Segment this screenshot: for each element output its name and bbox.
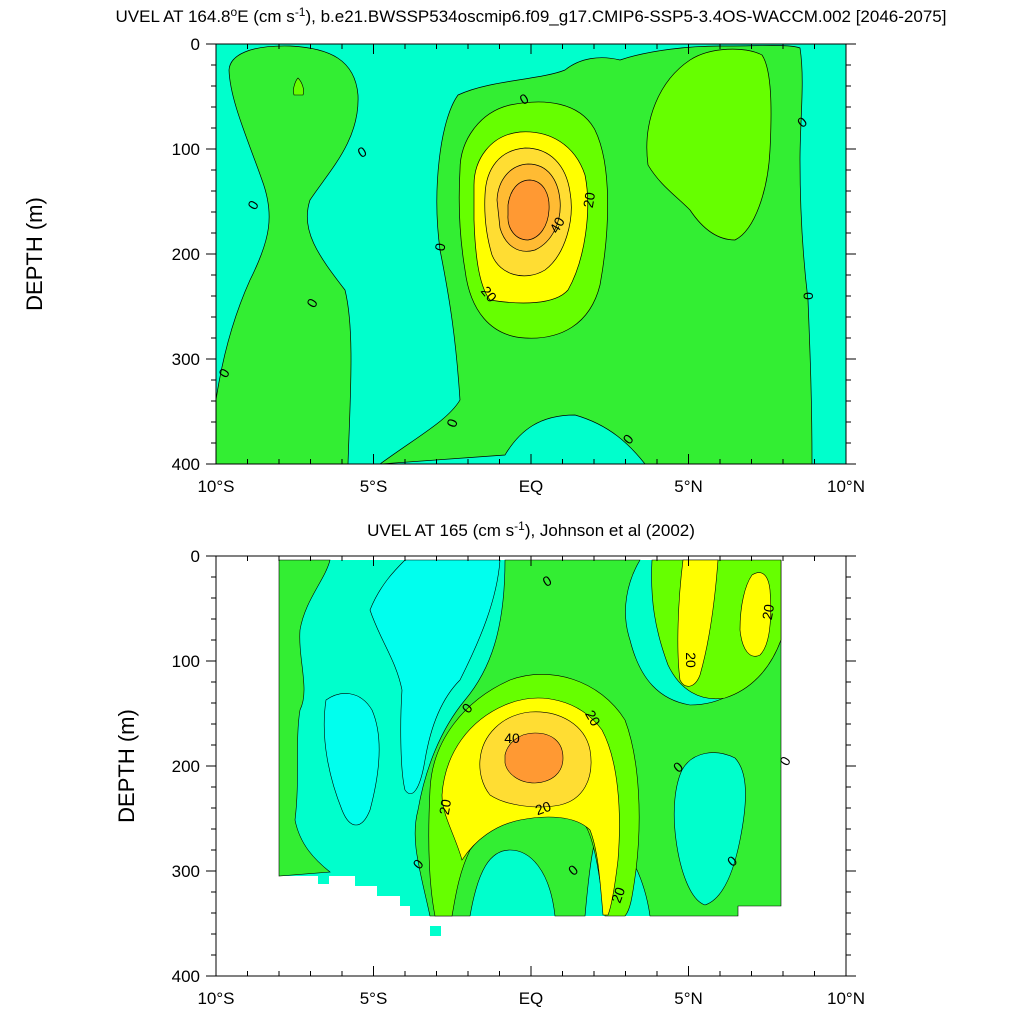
x-tick-label: 10°S [197, 477, 234, 496]
y-axis-label-top: DEPTH (m) [22, 197, 47, 311]
contour-label: 40 [546, 214, 568, 236]
contour-field-bottom [278, 559, 782, 936]
y-tick-label: 100 [172, 140, 200, 159]
y-tick-label: 400 [172, 967, 200, 986]
x-tick-label: 10°N [827, 989, 865, 1008]
contour-label: 20 [683, 652, 699, 668]
fill-positive-small-patch [293, 77, 304, 96]
fill-negative-southern [369, 559, 501, 795]
contour-label: 40 [504, 730, 520, 746]
contour-field-top [216, 44, 846, 464]
contour-label: 0 [431, 242, 448, 253]
chart-title-top: UVEL AT 164.8oE (cm s-1), b.e21.BWSSP534… [116, 5, 947, 26]
chart-title-bottom: UVEL AT 165 (cm s-1), Johnson et al (200… [367, 519, 695, 540]
fill-level-20-north-a [677, 559, 719, 687]
x-tick-label: 5°S [360, 477, 388, 496]
contour-label: 20 [580, 191, 598, 209]
fill-level-40 [504, 732, 564, 784]
fill-negative-central-west [323, 693, 380, 826]
x-tick-label: 10°S [197, 989, 234, 1008]
fill-core-level-50 [507, 179, 550, 241]
fill-positive-north-lobe [646, 48, 772, 241]
x-tick-label: 5°N [674, 989, 703, 1008]
fill-negative-north-pocket [673, 752, 746, 906]
y-axis-label-bottom: DEPTH (m) [114, 709, 139, 823]
y-tick-label: 100 [172, 652, 200, 671]
x-tick-label: EQ [519, 989, 544, 1008]
fill-level-20-north-b [739, 572, 771, 657]
x-tick-label: 5°N [674, 477, 703, 496]
contour-label: 20 [582, 707, 604, 729]
x-tick-label: EQ [519, 477, 544, 496]
y-tick-label: 300 [172, 350, 200, 369]
contour-label: 20 [759, 603, 777, 621]
y-tick-label: 200 [172, 757, 200, 776]
fill-positive-western-edge [278, 559, 331, 877]
contour-label: 20 [608, 885, 628, 905]
y-tick-label: 0 [191, 547, 200, 566]
y-tick-label: 0 [191, 35, 200, 54]
contour-label: 0 [800, 292, 816, 300]
y-tick-label: 300 [172, 862, 200, 881]
x-tick-label: 5°S [360, 989, 388, 1008]
x-tick-label: 10°N [827, 477, 865, 496]
y-tick-label: 200 [172, 245, 200, 264]
contour-label: 20 [436, 798, 454, 816]
axis-ticks-bottom: 10°S 5°S EQ 5°N 10°N 0 100 200 300 400 [172, 547, 865, 1008]
y-tick-label: 400 [172, 455, 200, 474]
contour-label: 20 [533, 798, 553, 818]
